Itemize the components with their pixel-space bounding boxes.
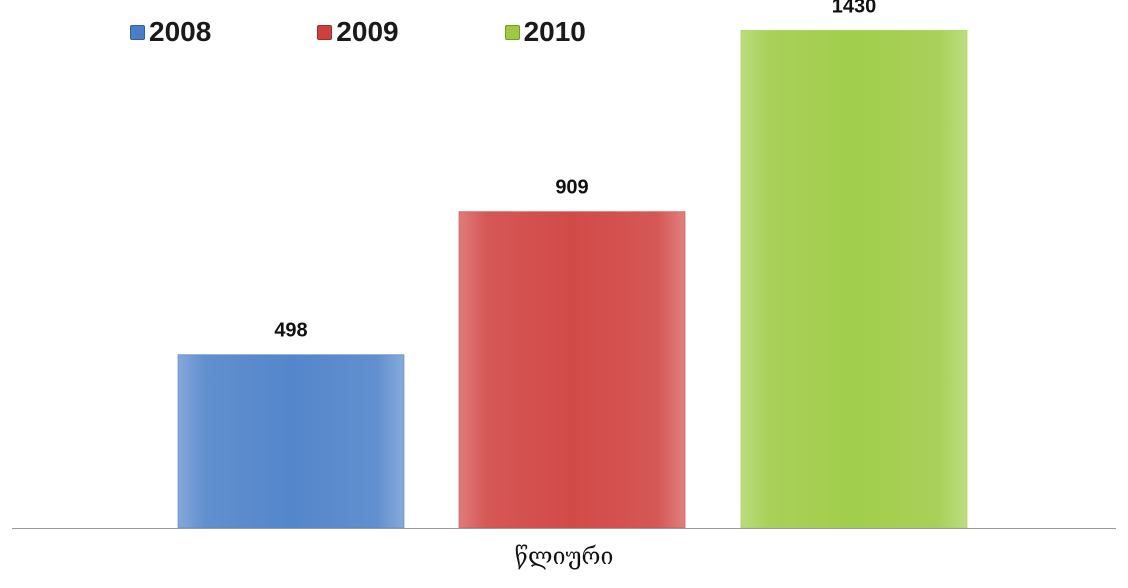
data-label-2010: 1430: [832, 0, 877, 17]
bar-highlight-2010: [741, 30, 967, 529]
legend-item-2010: 2010: [504, 16, 586, 48]
legend-swatch-2008: [130, 24, 145, 40]
legend-swatch-2010: [504, 24, 520, 40]
bar-highlight-2009: [459, 211, 685, 528]
legend-label-2009: 2009: [336, 16, 399, 47]
bar-2009: [458, 211, 686, 529]
legend-swatch-2009: [317, 24, 333, 40]
x-axis-label: წლიური: [514, 544, 614, 570]
bar-highlight-2008: [178, 354, 404, 528]
legend: 2008 2009 2010: [130, 16, 586, 48]
data-label-2009: 909: [555, 177, 588, 199]
bar-2010: [740, 29, 968, 529]
data-label-2008: 498: [274, 320, 307, 342]
legend-item-2009: 2009: [317, 16, 399, 48]
legend-item-2008: 2008: [130, 16, 211, 48]
legend-label-2008: 2008: [149, 16, 212, 47]
legend-label-2010: 2010: [523, 16, 586, 47]
bar-2008: [177, 354, 405, 529]
